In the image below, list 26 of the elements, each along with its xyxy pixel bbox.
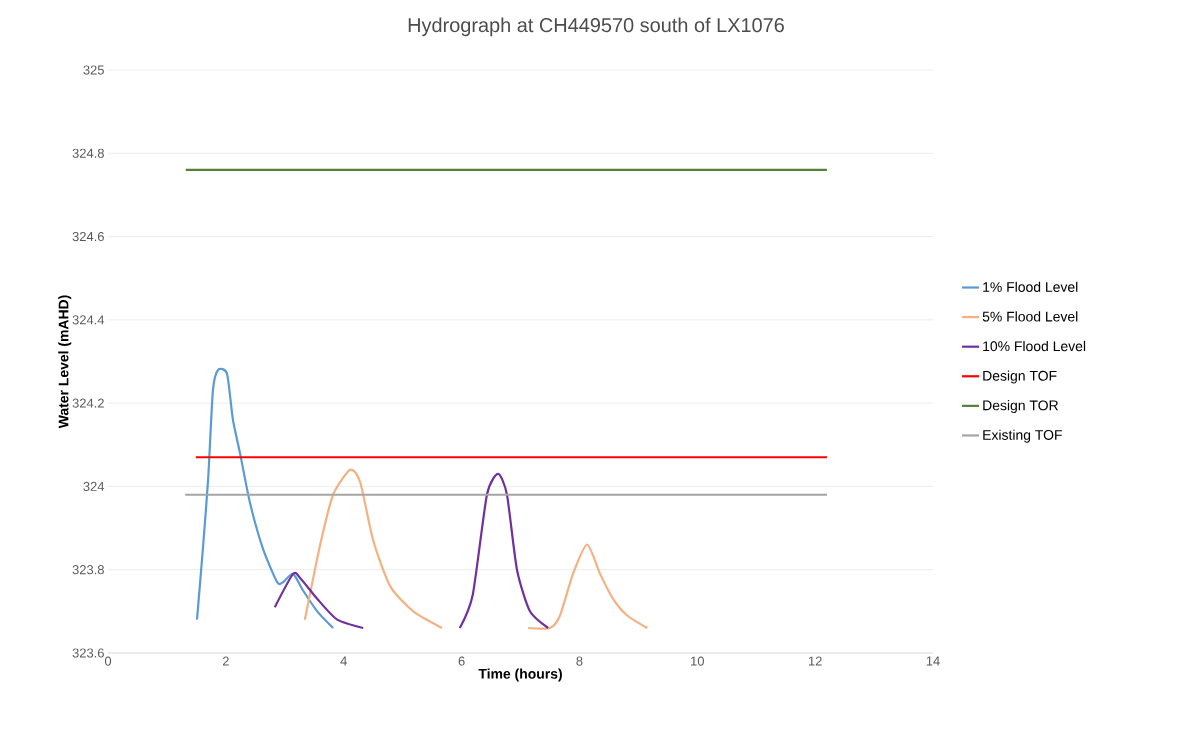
- legend-label: Design TOF: [983, 370, 1057, 384]
- x-tick-label: 8: [576, 656, 583, 666]
- y-tick-label: 324.6: [72, 231, 104, 242]
- y-tick-label: 323.8: [72, 565, 104, 575]
- line-series: [195, 368, 335, 630]
- x-tick-label: 0: [104, 656, 112, 666]
- x-tick-label: 2: [222, 656, 229, 666]
- legend-label: Design TOR: [983, 400, 1058, 414]
- x-tick-label: 4: [340, 656, 347, 666]
- legend-label: 1% Flood Level: [983, 281, 1078, 292]
- legend-label: Existing TOF: [983, 429, 1062, 443]
- x-tick-label: 12: [808, 656, 822, 666]
- y-tick-label: 323.6: [72, 648, 104, 658]
- chart-title: Hydrograph at CH449570 south of LX1076: [408, 17, 784, 37]
- y-tick-label: 324.8: [72, 148, 104, 158]
- x-tick-label: 10: [691, 656, 704, 666]
- x-tick-label: 6: [458, 656, 465, 666]
- y-tick-label: 325: [83, 65, 104, 75]
- x-tick-label: 14: [926, 656, 940, 666]
- y-tick-label: 324.2: [72, 398, 104, 408]
- legend-label: 10% Flood Level: [983, 340, 1086, 352]
- legend-label: 5% Flood Level: [982, 311, 1078, 322]
- y-tick-label: 324: [83, 481, 105, 491]
- y-tick-label: 324.4: [72, 315, 105, 325]
- y-axis-title: Water Level (mAHD): [58, 295, 72, 429]
- x-axis-title: Time (hours): [478, 668, 562, 682]
